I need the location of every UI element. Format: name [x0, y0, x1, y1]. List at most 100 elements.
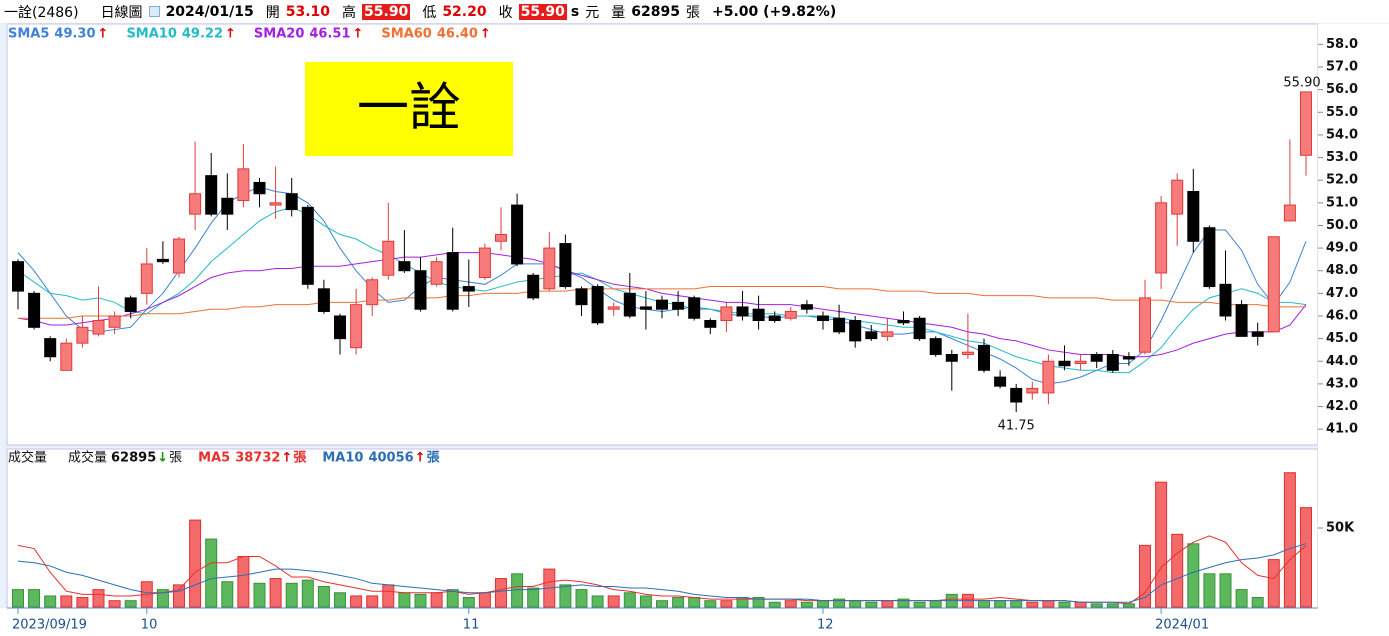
volume-bar [591, 595, 604, 608]
volume-bar [752, 597, 765, 608]
volume-bar [156, 589, 169, 608]
high-label: 高 [342, 4, 357, 21]
volume-bar [221, 581, 234, 608]
volume-bar [28, 589, 41, 608]
volume-bar [1171, 533, 1184, 608]
volume-bar [720, 600, 733, 608]
volume-bar [768, 601, 781, 608]
candle-body [414, 270, 427, 310]
banner-box [305, 62, 513, 156]
open-label: 開 [265, 4, 280, 21]
x-tick-label: 12 [817, 618, 834, 633]
volume-bar [350, 595, 363, 608]
candle-body [446, 252, 459, 310]
legend-value: 46.51 [309, 27, 350, 42]
volume-bar [334, 592, 346, 608]
y-tick-label: 48.0 [1326, 263, 1358, 278]
volume-bar [639, 595, 652, 608]
close-value: 55.90 [518, 3, 567, 20]
volume-bar [124, 600, 137, 608]
volume-bar [1235, 589, 1248, 608]
candle-body [1267, 236, 1280, 333]
volume-bar [1203, 573, 1216, 608]
y-tick-label: 50K [1326, 521, 1355, 536]
candle-body [543, 247, 556, 290]
legend-trend: ↑ [225, 27, 236, 42]
volume-bar [1026, 601, 1039, 608]
candle-body [108, 315, 121, 328]
candle-body [60, 342, 73, 371]
ma-line [18, 286, 1306, 319]
legend-name: SMA60 [381, 27, 431, 42]
y-tick-label: 43.0 [1326, 376, 1358, 391]
volume-bar [865, 601, 878, 608]
y-tick-label: 51.0 [1326, 195, 1358, 210]
volume-bar [462, 597, 475, 608]
legend-entry: MA10 [322, 451, 363, 466]
candle-body [929, 338, 942, 355]
volume-bar [1251, 597, 1264, 608]
volume-bar [478, 592, 491, 608]
volume-bar [173, 584, 185, 608]
candle-body [784, 310, 797, 319]
date-axis-panel [0, 608, 1389, 636]
legend-entry: 張 [427, 451, 441, 466]
candle-body [478, 247, 491, 279]
volume-bar [913, 601, 926, 608]
volume-bar [688, 597, 701, 608]
legend-entry: 40056 [368, 451, 413, 466]
banner: 一詮 [357, 79, 461, 139]
legend-value: 49.30 [54, 27, 95, 42]
volume-bar [108, 600, 121, 608]
candle-body [1122, 356, 1135, 360]
candle-body [527, 274, 540, 299]
volume-bar [849, 600, 862, 608]
volume-bar [704, 600, 717, 608]
y-tick-label: 46.0 [1326, 308, 1358, 323]
candle-body [253, 181, 266, 195]
volume-bar [76, 597, 89, 608]
candle-body [865, 331, 878, 340]
volume-bar [92, 589, 105, 608]
candle-body [1203, 227, 1216, 288]
volume-bar [495, 578, 507, 608]
x-tick-label: 10 [141, 618, 158, 633]
volume-bar [559, 584, 572, 608]
volume-bar [656, 600, 668, 608]
candle-body [833, 317, 846, 333]
candle-body [800, 304, 813, 310]
period: 日線圖 [100, 4, 143, 21]
candle-body [817, 315, 829, 322]
legend-trend: ↑ [480, 27, 491, 42]
legend-name: SMA10 [126, 27, 176, 42]
candle-body [1010, 387, 1023, 403]
volume-bar [317, 585, 330, 608]
currency: 元 [585, 4, 600, 21]
candle-body [205, 175, 218, 215]
s-mark: s [570, 3, 580, 20]
volume-legend: ↓ [157, 451, 168, 466]
candle-body [269, 202, 282, 206]
volume-legend: 張 [169, 451, 182, 466]
volume-bar [1283, 472, 1296, 608]
volume-bar [800, 601, 813, 608]
candle-body [607, 306, 620, 310]
period-toggle[interactable] [148, 6, 160, 17]
candle-body [124, 297, 137, 312]
y-tick-label: 53.0 [1326, 150, 1358, 165]
candle-body [1300, 91, 1312, 156]
legend-entry: MA5 [198, 451, 230, 466]
candle-body [1074, 360, 1087, 365]
candle-body [704, 320, 717, 328]
candle-body [317, 288, 330, 312]
y-tick-label: 41.0 [1326, 422, 1358, 437]
y-tick-label: 56.0 [1326, 82, 1358, 97]
candle-body [768, 315, 781, 322]
volume-bar [994, 600, 1007, 608]
legend-name: SMA5 [8, 27, 49, 42]
legend-entry: 38732 [235, 451, 280, 466]
candle-body [994, 376, 1007, 387]
volume-bar [1010, 600, 1023, 608]
